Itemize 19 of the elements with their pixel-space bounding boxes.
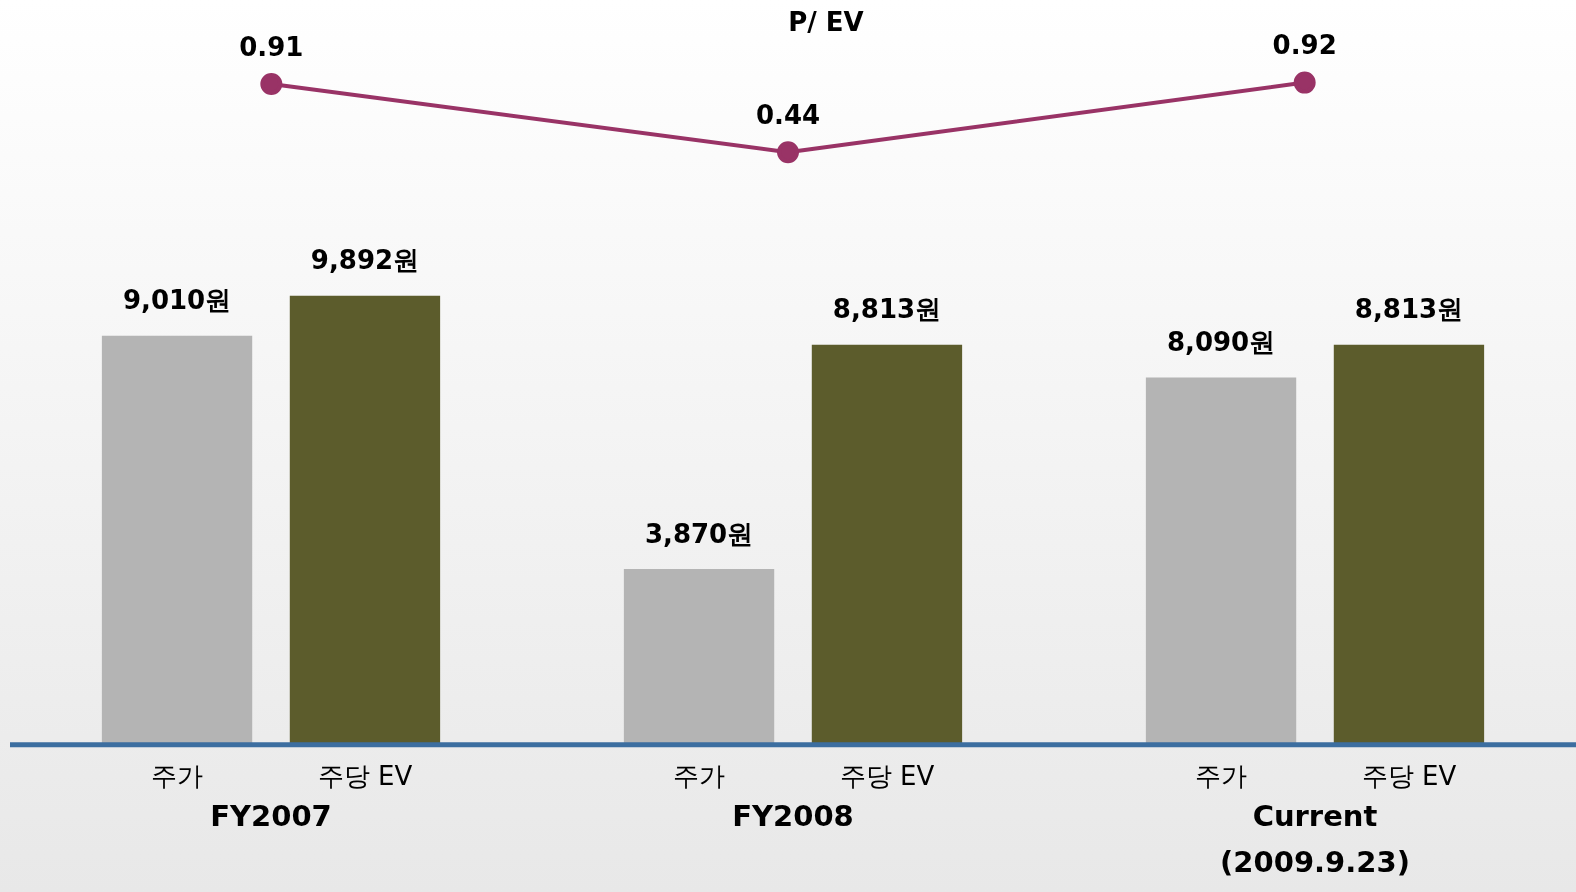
- series-label: 주당 EV: [317, 760, 413, 791]
- x-tick-label: FY2008: [732, 798, 854, 833]
- data-label: 9,892원: [310, 245, 420, 276]
- data-label: 0.91: [239, 31, 304, 62]
- series-label: 주가: [151, 760, 204, 791]
- data-label: 0.44: [755, 99, 821, 130]
- data-label: 8,813원: [832, 294, 942, 325]
- chart-title: P/ EV: [788, 6, 864, 37]
- x-tick-label: Current (2009.9.23): [1220, 798, 1410, 880]
- x-tick-label: FY2007: [210, 798, 332, 833]
- text: 주당 EV: [1361, 760, 1457, 791]
- data-label: 3,870원: [644, 518, 754, 549]
- text: 주가: [673, 760, 726, 791]
- text: 주당 EV: [839, 760, 935, 791]
- data-label: 9,010원: [122, 285, 232, 316]
- data-label: 8,090원: [1166, 327, 1276, 358]
- data-label: 8,813원: [1354, 294, 1464, 325]
- data-label: 0.92: [1272, 30, 1337, 61]
- text: 주가: [1195, 760, 1248, 791]
